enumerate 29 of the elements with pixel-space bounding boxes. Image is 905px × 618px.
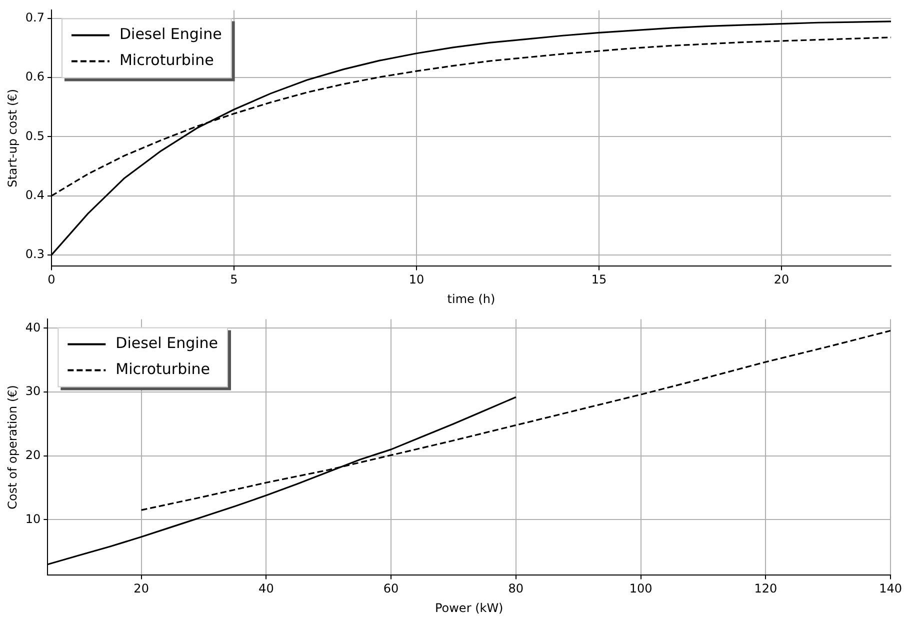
x-axis-title: time (h)	[447, 292, 496, 306]
y-tick-label: 0.5	[25, 128, 44, 143]
x-tick-label: 40	[258, 582, 274, 596]
x-tick-label: 20	[134, 582, 149, 596]
x-tick-label: 100	[629, 582, 652, 596]
x-tick-label: 140	[879, 582, 902, 596]
x-tick-label: 60	[383, 582, 399, 596]
x-tick-label: 5	[230, 272, 238, 287]
x-tick-label: 10	[408, 272, 424, 287]
x-tick-label: 120	[754, 582, 778, 596]
legend-label: Diesel Engine	[119, 25, 222, 44]
legend-label: Diesel Engine	[116, 334, 218, 352]
legend-label: Microturbine	[119, 51, 214, 70]
x-tick-label: 80	[508, 582, 524, 596]
y-axis-title: Cost of operation (€)	[5, 385, 20, 510]
y-tick-label: 20	[25, 448, 41, 462]
x-tick-label: 15	[591, 272, 607, 287]
y-tick-label: 30	[25, 384, 41, 398]
y-tick-label: 0.7	[25, 10, 44, 25]
x-axis-title: Power (kW)	[434, 600, 504, 615]
y-tick-label: 40	[25, 320, 41, 334]
y-axis-title: Start-up cost (€)	[5, 89, 20, 188]
y-tick-label: 10	[25, 512, 41, 526]
x-tick-label: 20	[774, 272, 790, 287]
y-tick-label: 0.6	[25, 70, 44, 84]
y-tick-label: 0.4	[25, 188, 44, 202]
legend-label: Microturbine	[116, 360, 210, 378]
x-tick-label: 0	[48, 272, 56, 287]
y-tick-label: 0.3	[25, 247, 44, 262]
